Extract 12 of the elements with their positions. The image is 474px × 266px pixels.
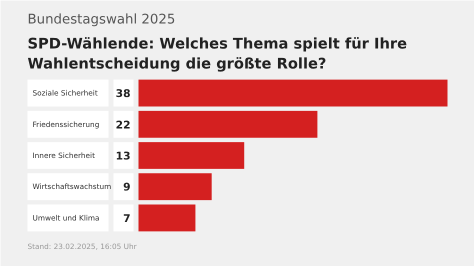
bar <box>138 110 318 138</box>
data-label: 7 <box>123 212 131 225</box>
data-label: 13 <box>116 150 131 162</box>
chart-title: SPD-Wählende: Welches Thema spielt für Ihre Wahlentscheidung die größte Rolle? <box>28 36 408 72</box>
data-label: 9 <box>123 180 131 194</box>
chart-subtitle: Bundestagswahl 2025 <box>28 12 176 28</box>
bar <box>138 142 244 169</box>
bar <box>138 204 196 232</box>
data-label: 22 <box>116 118 131 132</box>
bar <box>138 173 212 200</box>
data-label: 38 <box>116 87 131 100</box>
bar <box>138 80 448 107</box>
